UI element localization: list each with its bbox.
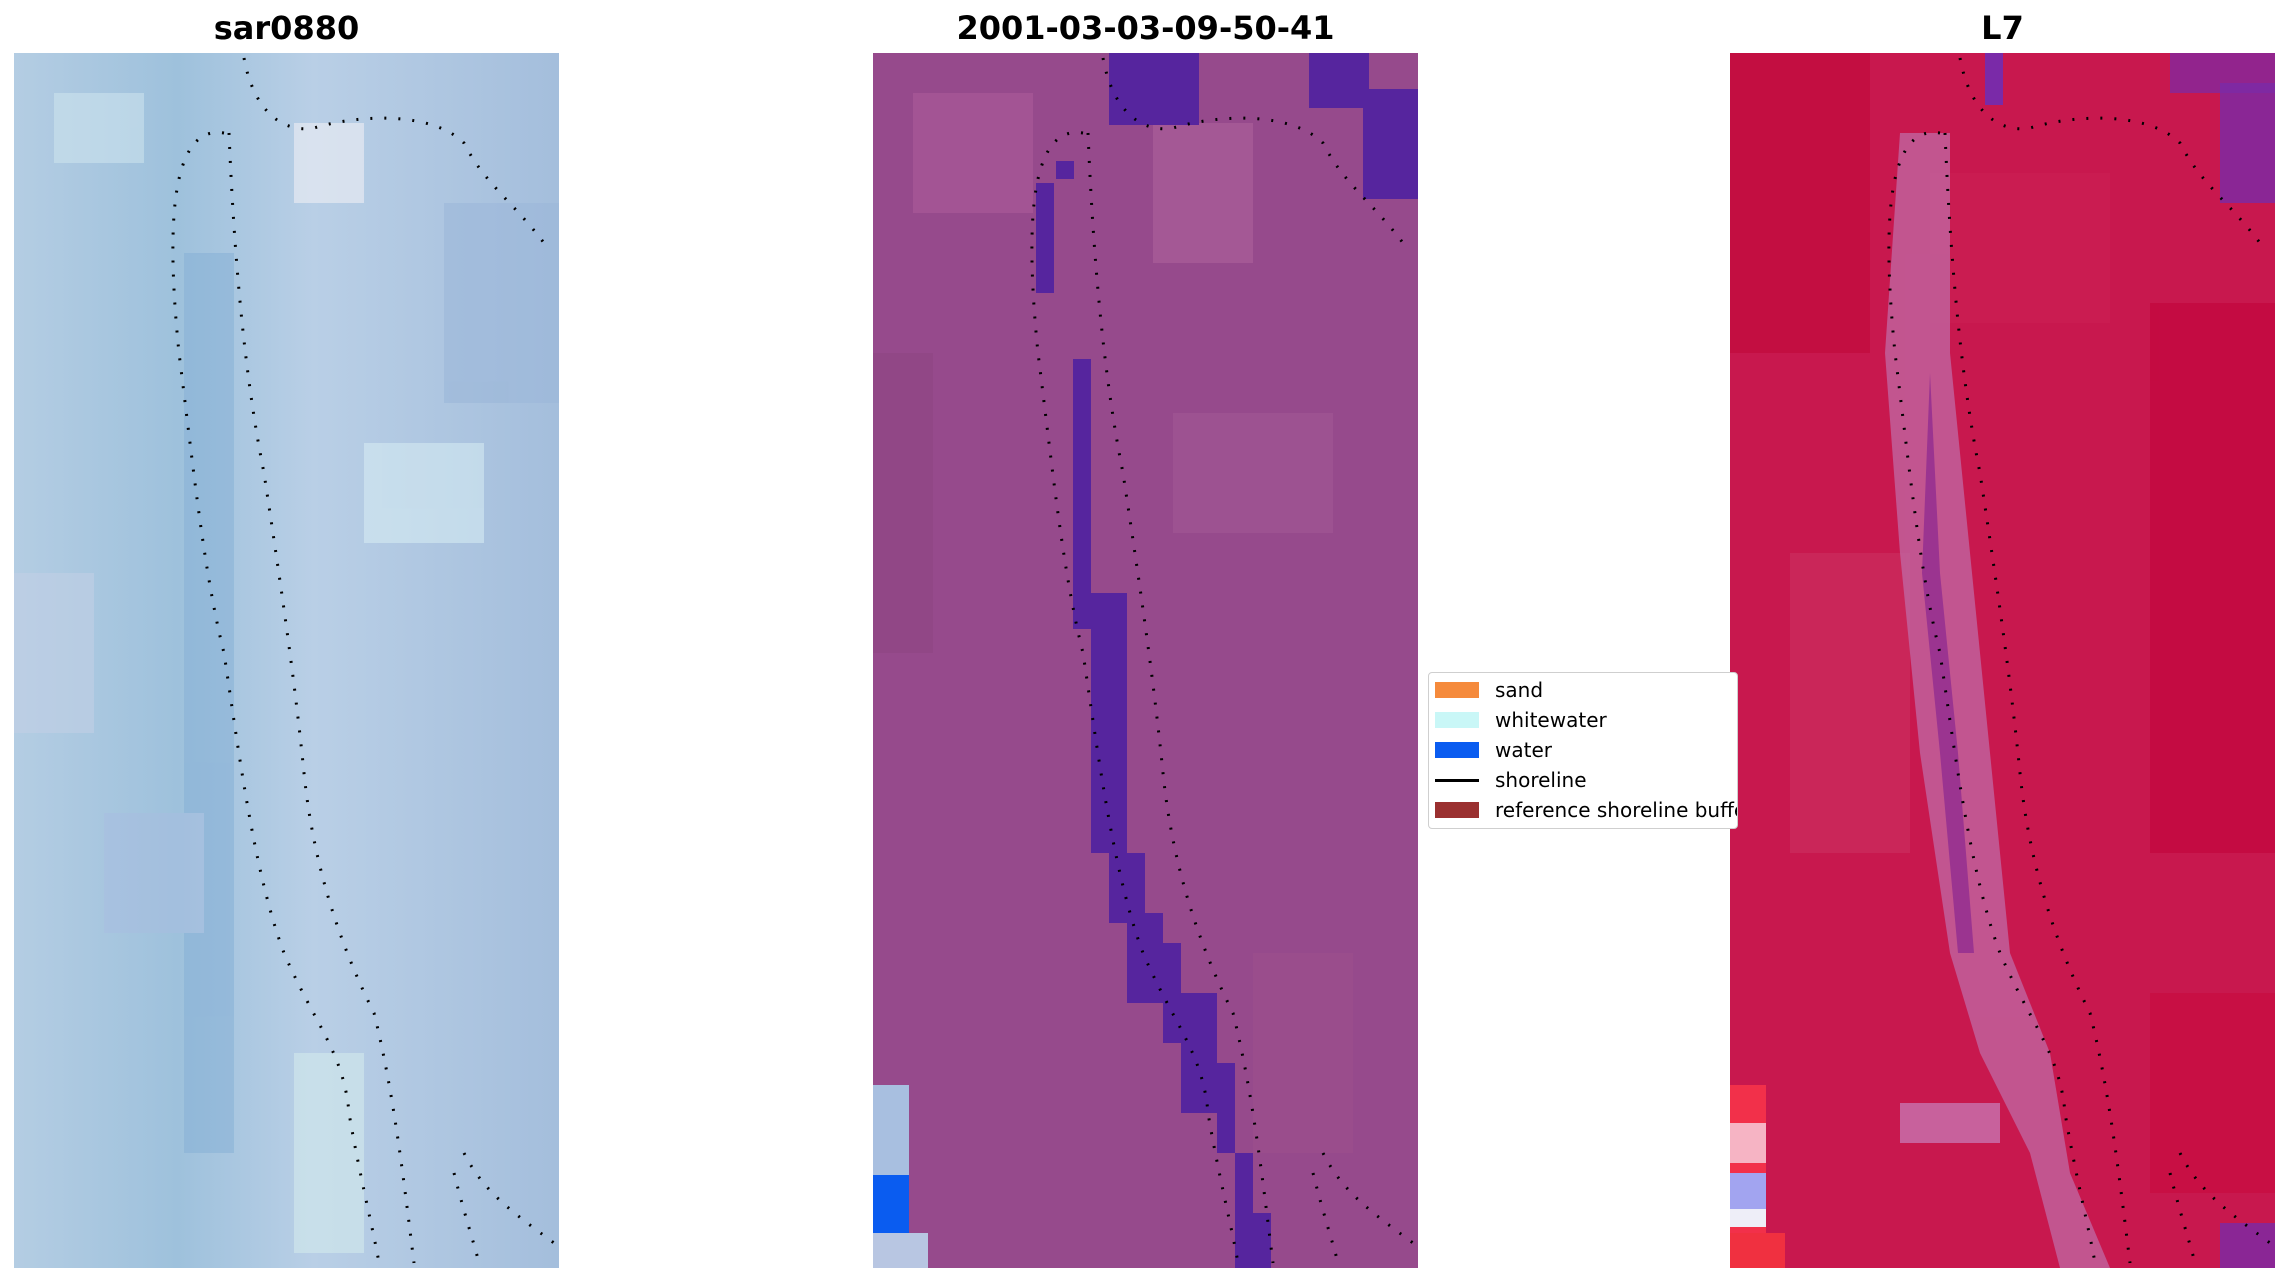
classified-image (873, 53, 1418, 1268)
legend-item-water: water (1435, 735, 1552, 765)
panel-title-l7: L7 (1981, 9, 2024, 47)
legend-label: reference shoreline buffer (1495, 798, 1738, 822)
buffer-swatch-icon (1435, 802, 1479, 818)
rgb-image-panel (14, 53, 559, 1268)
sand-swatch-icon (1435, 682, 1479, 698)
rgb-image (14, 53, 559, 1268)
legend-label: shoreline (1495, 768, 1587, 792)
legend-item-whitewater: whitewater (1435, 705, 1607, 735)
legend-label: sand (1495, 678, 1544, 702)
classified-image-panel (873, 53, 1418, 1268)
legend-item-shoreline: shoreline (1435, 765, 1587, 795)
water-swatch-icon (1435, 742, 1479, 758)
legend-item-reference-buffer: reference shoreline buffer (1435, 795, 1738, 825)
whitewater-swatch-icon (1435, 712, 1479, 728)
index-image (1730, 53, 2275, 1268)
panel-title-sar: sar0880 (213, 9, 360, 47)
legend-label: whitewater (1495, 708, 1607, 732)
legend-label: water (1495, 738, 1552, 762)
index-image-panel (1730, 53, 2275, 1268)
panel-title-date: 2001-03-03-09-50-41 (956, 9, 1335, 47)
legend-item-sand: sand (1435, 675, 1543, 705)
legend: sand whitewater water shoreline referenc… (1428, 672, 1738, 829)
shoreline-line-icon (1435, 778, 1479, 782)
